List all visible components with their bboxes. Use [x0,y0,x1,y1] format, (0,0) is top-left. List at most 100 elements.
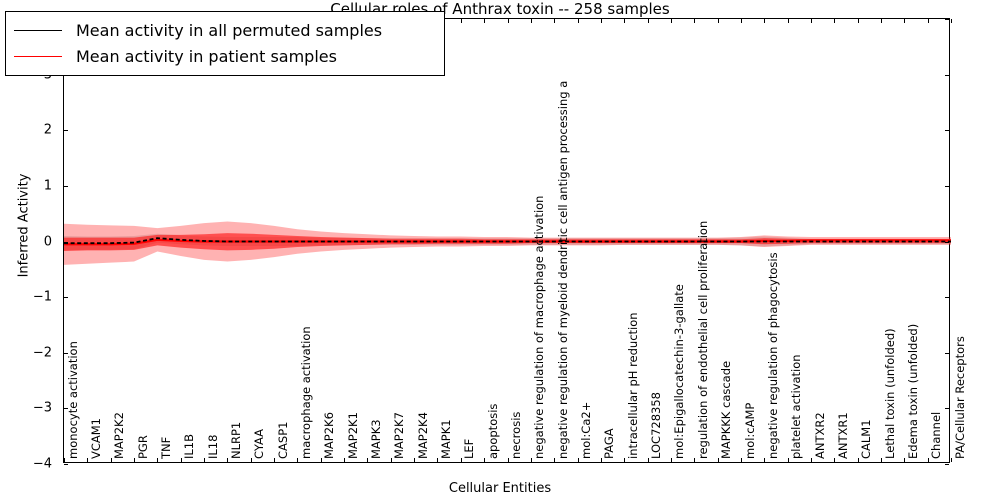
x-tick-label: PAGA [602,428,617,459]
x-tick-mark [951,458,952,462]
x-tick-label: VCAM1 [88,417,103,459]
y-tick-label: −1 [32,289,52,305]
x-tick-label: macrophage activation [299,326,314,459]
legend-swatch-patient-icon [14,55,62,57]
legend-label-patient: Mean activity in patient samples [76,46,337,66]
y-tick-label: 0 [43,234,52,249]
x-tick-mark [390,458,392,462]
x-tick-label: mol:Epigallocatechin-3-gallate [672,284,687,459]
x-tick-mark [927,458,929,462]
x-tick-mark [764,458,766,462]
x-tick-label: LOC728358 [649,392,664,459]
x-tick-mark [484,458,486,462]
x-tick-mark [297,458,299,462]
x-tick-label: mol:Ca2+ [579,401,594,459]
permuted-mean-line [64,237,951,245]
x-tick-mark-top [554,19,556,23]
y-tick-mark [64,130,68,132]
x-tick-label: ANTXR1 [835,412,850,459]
plot-inner [64,19,951,462]
x-tick-mark-top [624,19,626,23]
x-tick-mark-top [647,19,649,23]
x-tick-label: mol:cAMP [742,402,757,459]
x-tick-mark-top [834,19,836,23]
x-tick-label: necrosis [509,411,524,459]
y-axis-label: Inferred Activity [16,173,32,278]
x-axis-label: Cellular Entities [448,481,552,496]
x-tick-label: MAPK3 [369,419,384,459]
x-tick-mark [204,458,206,462]
x-tick-label: Channel [929,411,944,459]
x-tick-mark-top [717,19,719,23]
x-tick-label: platelet activation [789,354,804,459]
x-tick-mark [787,458,789,462]
x-tick-mark-top [740,19,742,23]
y-tick-label: 1 [43,178,52,194]
x-tick-mark [227,458,229,462]
x-tick-mark-top [600,19,602,23]
x-tick-label: MAP2K7 [392,412,407,459]
x-tick-mark-top [787,19,789,23]
x-tick-mark-top [694,19,696,23]
x-tick-mark [740,458,742,462]
x-tick-mark [344,458,346,462]
x-tick-label: MAP2K2 [112,412,127,459]
x-tick-mark-top [810,19,812,23]
x-tick-label: Lethal toxin (unfolded) [882,328,897,459]
x-tick-mark [64,458,65,462]
x-tick-mark [87,458,89,462]
x-tick-mark-top [670,19,672,23]
y-tick-mark-right [945,130,949,132]
y-tick-mark [64,297,68,299]
x-tick-label: MAP2K1 [345,412,360,459]
y-tick-label: −4 [32,456,52,472]
legend: Mean activity in all permuted samples Me… [5,11,445,76]
x-tick-label: NLRP1 [228,421,243,459]
x-tick-mark-top [857,19,859,23]
x-tick-mark [367,458,369,462]
x-tick-label: LEF [462,438,477,459]
x-tick-label: negative regulation of myeloid dendritic… [555,80,570,459]
y-tick-mark [64,464,68,465]
y-tick-mark [64,408,68,410]
y-tick-mark-right [945,297,949,299]
x-tick-mark [437,458,439,462]
x-tick-mark [670,458,672,462]
legend-swatch-permuted-icon [14,29,62,31]
y-tick-mark [64,185,68,187]
x-tick-mark-top [577,19,579,23]
x-tick-mark [320,458,322,462]
x-tick-mark [554,458,556,462]
x-tick-mark [530,458,532,462]
y-tick-mark-right [945,19,949,20]
y-tick-mark-right [945,185,949,187]
x-tick-label: PGR [135,435,150,459]
x-tick-mark [414,458,416,462]
x-tick-mark [810,458,812,462]
x-tick-label: negative regulation of macrophage activa… [532,195,547,459]
x-tick-mark-top [460,19,462,23]
x-tick-mark [507,458,509,462]
x-tick-mark [180,458,182,462]
x-tick-mark [880,458,882,462]
x-tick-label: regulation of endothelial cell prolifera… [695,220,710,459]
y-tick-mark-right [945,352,949,354]
x-tick-label: Edema toxin (unfolded) [905,323,920,459]
x-tick-mark-top [880,19,882,23]
x-tick-label: PA/Cellular Receptors [952,336,967,459]
x-tick-label: negative regulation of phagocytosis [765,252,780,459]
x-tick-mark-top [484,19,486,23]
x-tick-mark [904,458,906,462]
x-tick-mark [717,458,719,462]
x-tick-mark [110,458,112,462]
y-tick-mark-right [945,241,949,243]
y-tick-mark [64,241,68,243]
x-tick-label: MAPK1 [439,419,454,459]
x-tick-label: IL18 [205,434,220,459]
series-layer [64,221,951,265]
x-tick-label: MAP2K6 [322,412,337,459]
x-tick-mark [694,458,696,462]
y-tick-label: −3 [32,400,52,416]
x-tick-label: MAP2K4 [415,412,430,459]
x-tick-mark-top [764,19,766,23]
